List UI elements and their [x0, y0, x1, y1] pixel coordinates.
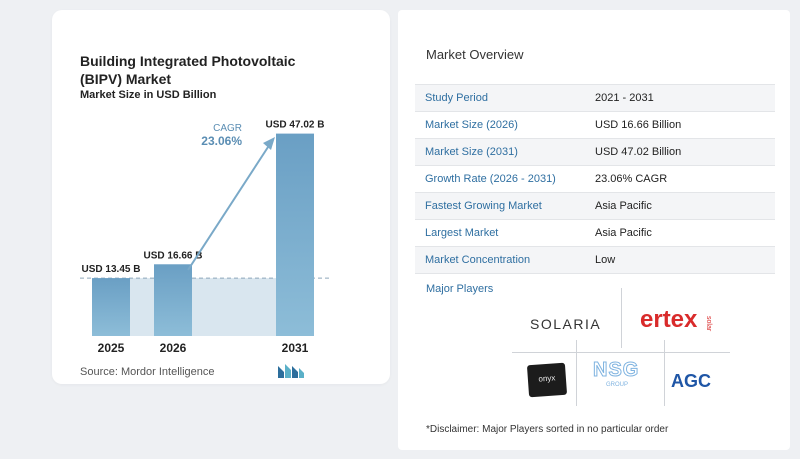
- overview-row: Fastest Growing Market Asia Pacific: [415, 192, 775, 220]
- overview-row: Largest Market Asia Pacific: [415, 219, 775, 247]
- logo-divider: [512, 352, 730, 353]
- tick-label-2025: 2025: [98, 341, 125, 355]
- overview-label: Fastest Growing Market: [415, 192, 585, 220]
- tick-label-2026: 2026: [160, 341, 187, 355]
- bar-2031: [276, 133, 314, 336]
- bar-2025: [92, 278, 130, 336]
- logo-divider: [621, 288, 622, 348]
- logo-divider: [664, 340, 665, 406]
- cagr-arrow: [187, 143, 271, 271]
- ertex-logo-sub: solar: [705, 316, 712, 332]
- overview-table: Study Period 2021 - 2031 Market Size (2026…: [415, 84, 775, 274]
- cagr-arrowhead: [263, 137, 275, 150]
- chart-subtitle: Market Size in USD Billion: [80, 89, 217, 101]
- overview-label: Growth Rate (2026 - 2031): [415, 165, 585, 193]
- overview-value: Low: [585, 246, 775, 274]
- overview-value: 23.06% CAGR: [585, 165, 775, 193]
- overview-value: Asia Pacific: [585, 192, 775, 220]
- chart-title: Building Integrated Photovoltaic (BIPV) …: [80, 53, 296, 87]
- overview-label: Market Size (2031): [415, 138, 585, 166]
- source-text: Source: Mordor Intelligence: [80, 366, 215, 378]
- bar-2026: [154, 264, 192, 336]
- data-label-2025: USD 13.45 B: [82, 264, 141, 275]
- overview-row: Market Size (2031) USD 47.02 Billion: [415, 138, 775, 166]
- nsg-logo: NSG: [592, 359, 640, 382]
- onyx-logo: onyx: [526, 362, 568, 398]
- cagr-value: 23.06%: [201, 134, 242, 148]
- overview-value: Asia Pacific: [585, 219, 775, 247]
- bar-chart: USD 13.45 B 2025 USD 16.66 B 2026 USD 47.02 …: [80, 120, 330, 355]
- overview-value: USD 16.66 Billion: [585, 111, 775, 139]
- data-label-2031: USD 47.02 B: [266, 120, 325, 131]
- data-label-2026: USD 16.66 B: [144, 250, 203, 261]
- major-players-title: Major Players: [426, 283, 494, 295]
- overview-title: Market Overview: [426, 47, 524, 62]
- overview-label: Largest Market: [415, 219, 585, 247]
- solaria-logo: SOLARIA: [530, 316, 602, 332]
- nsg-logo-sub: GROUP: [606, 382, 629, 388]
- disclaimer-text: *Disclaimer: Major Players sorted in no …: [426, 424, 669, 435]
- mordor-logo-icon: [278, 364, 304, 378]
- cagr-label: CAGR: [213, 123, 242, 134]
- overview-label: Study Period: [415, 84, 585, 112]
- tick-label-2031: 2031: [282, 341, 309, 355]
- overview-label: Market Concentration: [415, 246, 585, 274]
- overview-row: Market Size (2026) USD 16.66 Billion: [415, 111, 775, 139]
- ertex-logo: ertex: [640, 306, 698, 333]
- overview-row: Study Period 2021 - 2031: [415, 84, 775, 112]
- overview-row: Growth Rate (2026 - 2031) 23.06% CAGR: [415, 165, 775, 193]
- agc-logo: AGC: [671, 371, 711, 391]
- overview-value: USD 47.02 Billion: [585, 138, 775, 166]
- logo-divider: [576, 340, 577, 406]
- overview-label: Market Size (2026): [415, 111, 585, 139]
- overview-value: 2021 - 2031: [585, 84, 775, 112]
- overview-row: Market Concentration Low: [415, 246, 775, 274]
